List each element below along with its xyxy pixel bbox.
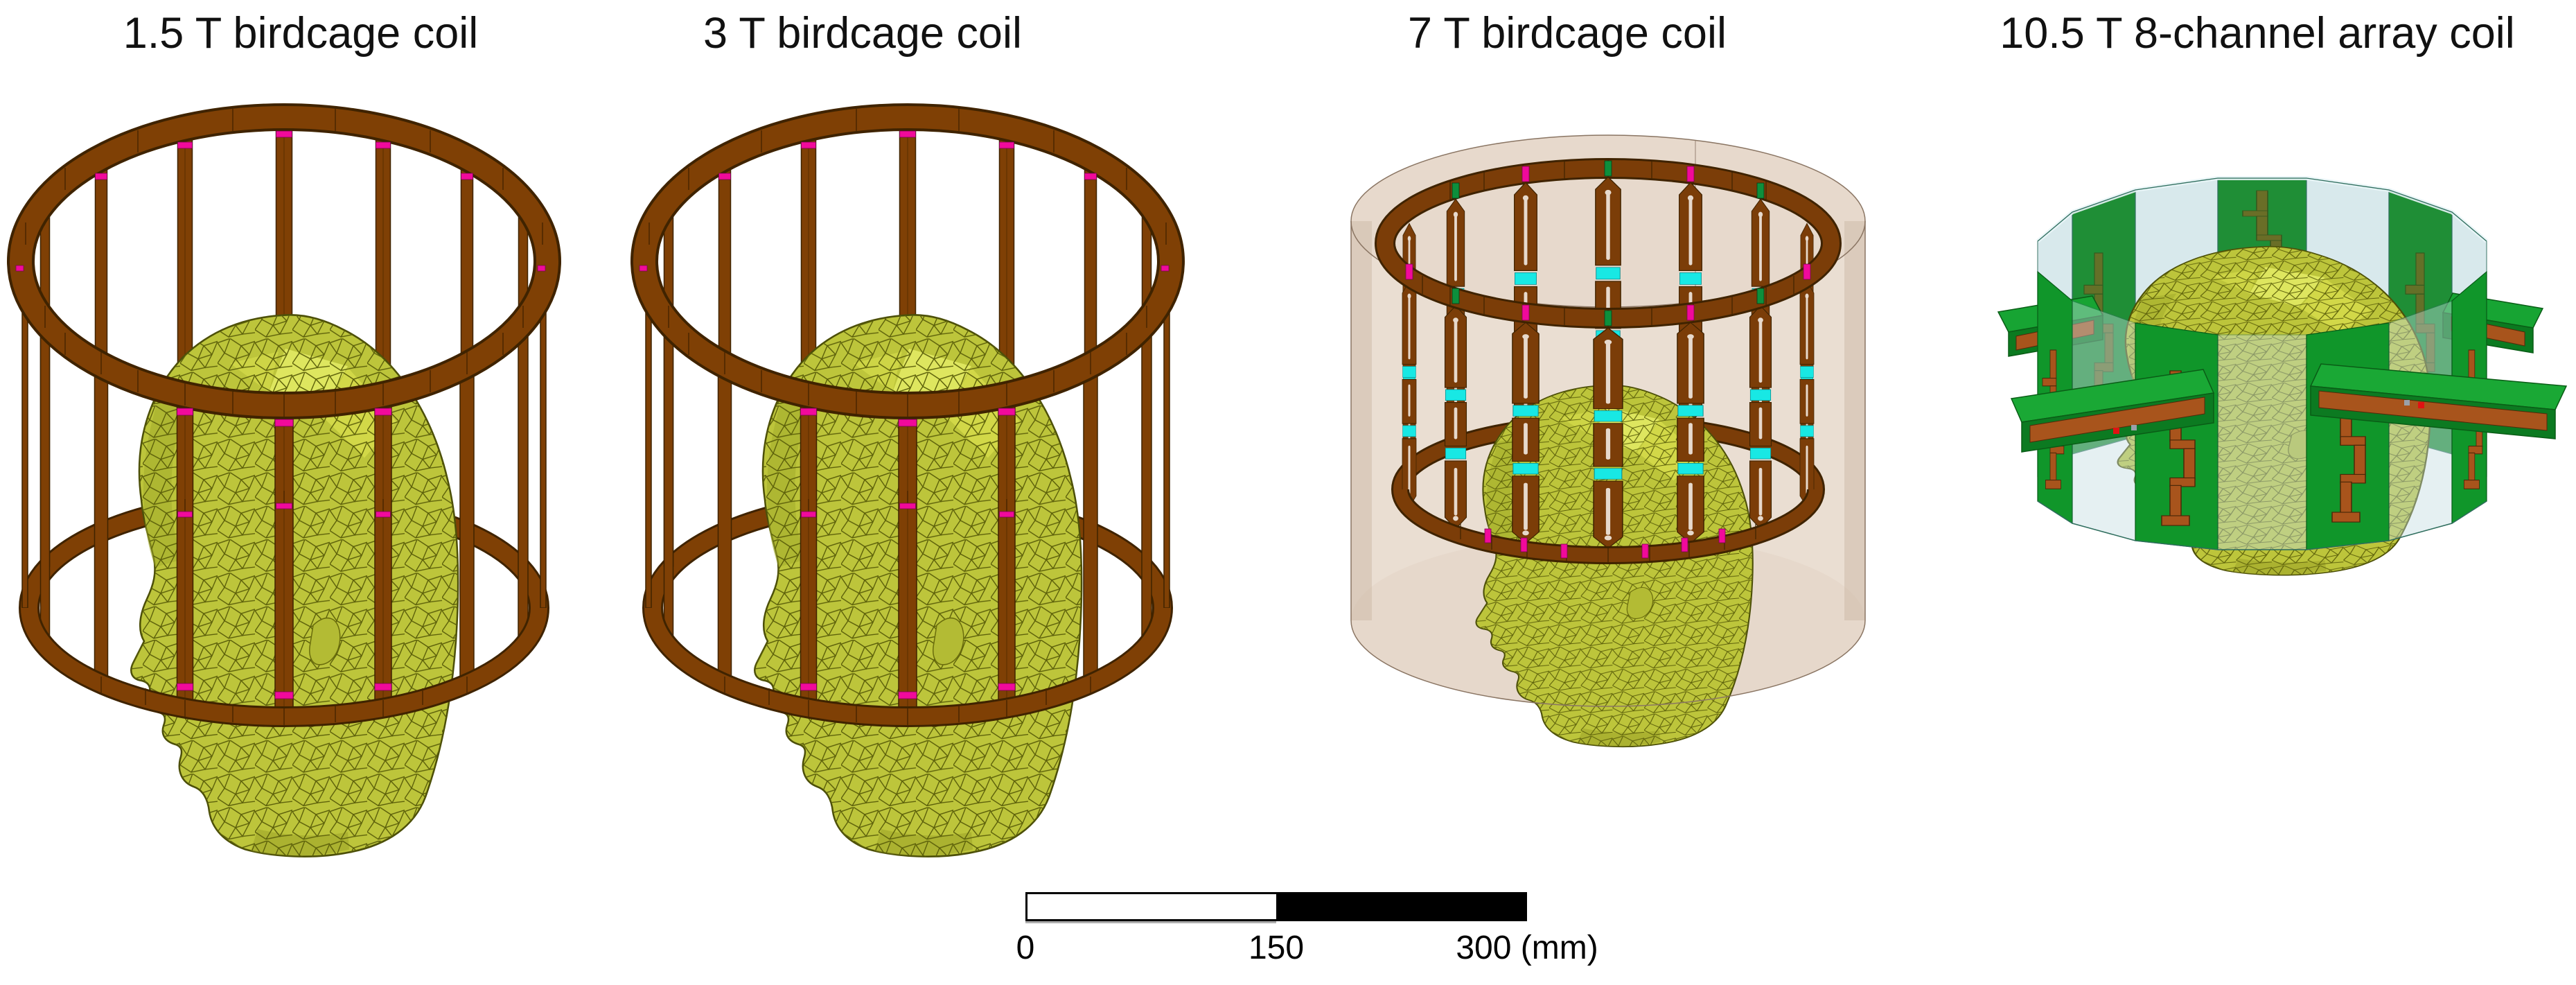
- panel-title-7t: 7 T birdcage coil: [1408, 9, 1727, 58]
- coil-render-7t: [1350, 134, 1866, 748]
- scale-bar: [1025, 892, 1527, 921]
- scale-bar-white-segment: [1025, 892, 1276, 921]
- feed-tab-lower-right: [2309, 363, 2568, 439]
- ring-capacitors: [1405, 160, 1811, 559]
- scale-bar-black-segment: [1276, 892, 1527, 921]
- coil-render-3t: [624, 73, 1199, 891]
- scale-tick-150: 150: [1248, 930, 1305, 966]
- panel-title-10-5t: 10.5 T 8-channel array coil: [2000, 9, 2515, 58]
- panel-title-3t: 3 T birdcage coil: [703, 9, 1022, 58]
- coil-render-10-5t: [1997, 176, 2568, 576]
- feed-tab-lower-left: [2010, 369, 2215, 453]
- panel-title-1-5t: 1.5 T birdcage coil: [123, 9, 479, 58]
- scale-tick-300-mm: 300 (mm): [1456, 930, 1598, 966]
- scale-tick-0: 0: [1016, 930, 1035, 966]
- coil-render-1-5t: [0, 73, 575, 891]
